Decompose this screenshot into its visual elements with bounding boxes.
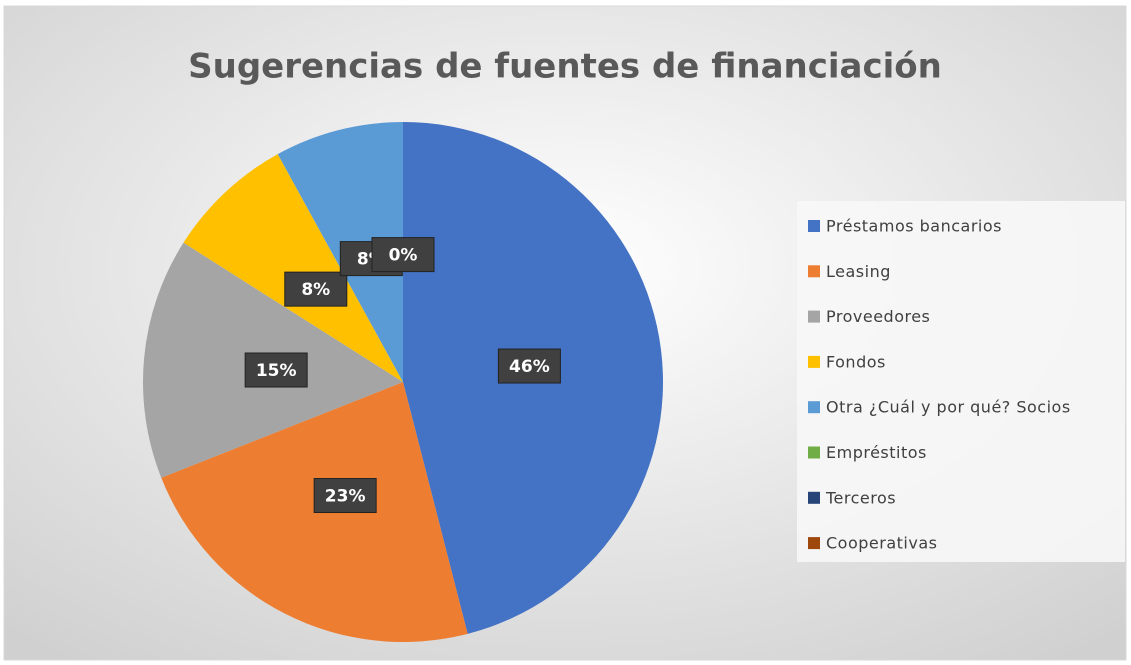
legend-label: Otra ¿Cuál y por qué? Socios — [826, 398, 1071, 417]
data-label-box — [244, 352, 308, 388]
legend-label: Préstamos bancarios — [826, 217, 1002, 236]
data-label: 23% — [325, 487, 366, 507]
pie-slice — [183, 154, 403, 382]
legend-swatch — [808, 401, 820, 414]
chart-title: Sugerencias de fuentes de financiación — [188, 47, 942, 87]
legend-label: Fondos — [826, 352, 886, 371]
legend-label: Proveedores — [826, 307, 930, 326]
data-label-box — [313, 478, 377, 514]
legend-swatch — [808, 355, 820, 368]
legend-label: Cooperativas — [826, 534, 937, 553]
legend-swatch — [808, 265, 820, 278]
legend-label: Empréstitos — [826, 443, 927, 462]
legend-swatch — [808, 491, 820, 504]
data-label-box — [284, 271, 348, 307]
data-label: 15% — [256, 361, 297, 381]
legend-label: Leasing — [826, 262, 891, 281]
legend-swatch — [808, 537, 820, 550]
legend-swatch — [808, 310, 820, 323]
legend-swatch — [808, 446, 820, 459]
data-label: 0% — [389, 246, 418, 266]
data-label-box — [371, 237, 435, 273]
legend-swatch — [808, 220, 820, 232]
legend-box — [797, 201, 1125, 562]
legend-label: Terceros — [825, 488, 896, 507]
data-label: 8% — [301, 280, 330, 300]
data-label: 46% — [509, 357, 550, 377]
data-label-box — [497, 348, 561, 384]
